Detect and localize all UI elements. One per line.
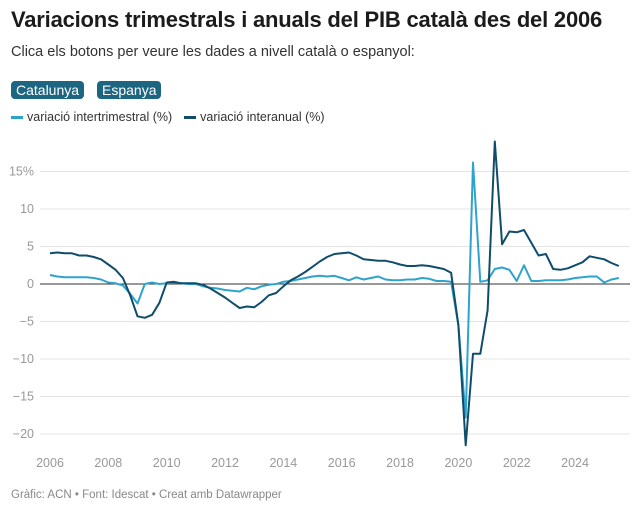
x-tick-label: 2010 (153, 456, 181, 470)
legend-label: variació interanual (%) (200, 110, 325, 124)
series-line-quarterly (49, 161, 620, 419)
y-tick-label: 5 (27, 240, 34, 254)
x-tick-label: 2024 (561, 456, 589, 470)
footer-credits: Gràfic: ACN • Font: Idescat • Creat amb … (11, 489, 282, 501)
x-tick-label: 2022 (503, 456, 531, 470)
line-chart: 15% 10 5 0 −5 −10 −15 −20 2006 2008 2010 2012 2014 20… (9, 140, 630, 470)
x-tick-label: 2006 (36, 456, 64, 470)
legend-swatch (11, 115, 23, 119)
y-tick-label: 0 (27, 277, 34, 291)
catalunya-button[interactable]: Catalunya (11, 81, 85, 99)
x-tick-label: 2008 (94, 456, 122, 470)
legend-item-annual: variació interanual (%) (184, 110, 325, 124)
series-line-annual (49, 140, 620, 447)
y-tick-label: −15 (13, 390, 34, 404)
y-tick-label: −10 (13, 352, 34, 366)
y-tick-label: 10 (20, 202, 34, 216)
x-tick-label: 2018 (386, 456, 414, 470)
legend-label: variació intertrimestral (%) (27, 110, 173, 124)
legend: variació intertrimestral (%) variació in… (11, 110, 325, 124)
x-tick-label: 2014 (269, 456, 297, 470)
x-tick-label: 2012 (211, 456, 239, 470)
y-tick-label: −5 (20, 315, 34, 329)
espanya-button[interactable]: Espanya (97, 81, 162, 99)
page-title: Variacions trimestrals i anuals del PIB … (11, 7, 603, 32)
y-tick-label: −20 (13, 427, 34, 441)
x-tick-label: 2016 (328, 456, 356, 470)
y-tick-label: 15% (9, 165, 34, 179)
legend-item-quarterly: variació intertrimestral (%) (11, 110, 172, 124)
x-tick-label: 2020 (444, 456, 472, 470)
subtitle: Clica els botons per veure les dades a n… (11, 44, 415, 60)
legend-swatch (184, 115, 197, 119)
